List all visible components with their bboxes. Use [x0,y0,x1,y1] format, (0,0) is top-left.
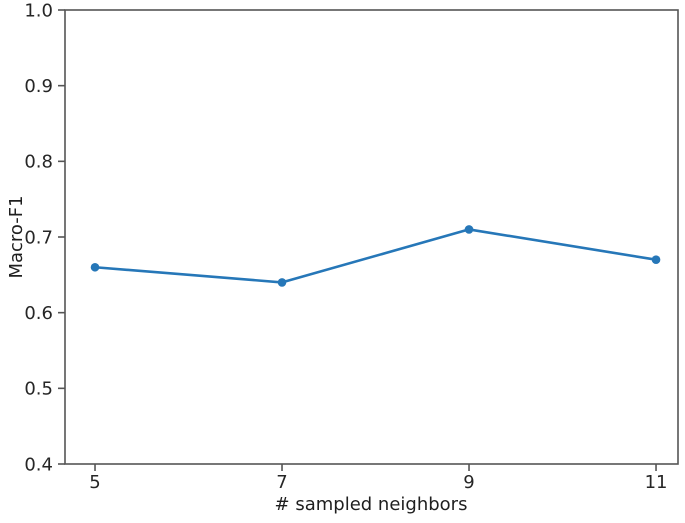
x-axis-label: # sampled neighbors [274,494,468,515]
y-tick-label: 0.7 [24,227,53,248]
data-point [277,278,287,287]
y-tick-label: 0.5 [24,379,53,400]
data-line [93,228,658,284]
data-point [464,225,474,234]
x-tick-label: 5 [89,472,100,493]
x-tick-label: 9 [463,472,474,493]
y-axis-label: Macro-F1 [6,195,27,279]
y-tick-label: 0.9 [24,76,53,97]
plot-border [64,9,679,465]
y-tick-label: 1.0 [24,0,53,21]
y-tick-label: 0.8 [24,152,53,173]
y-tick-label: 0.4 [24,454,53,475]
data-point [651,255,661,264]
data-point [90,262,100,272]
y-tick-label: 0.6 [24,303,53,324]
x-tick-label: 11 [645,472,668,493]
x-tick-label: 7 [276,472,287,493]
